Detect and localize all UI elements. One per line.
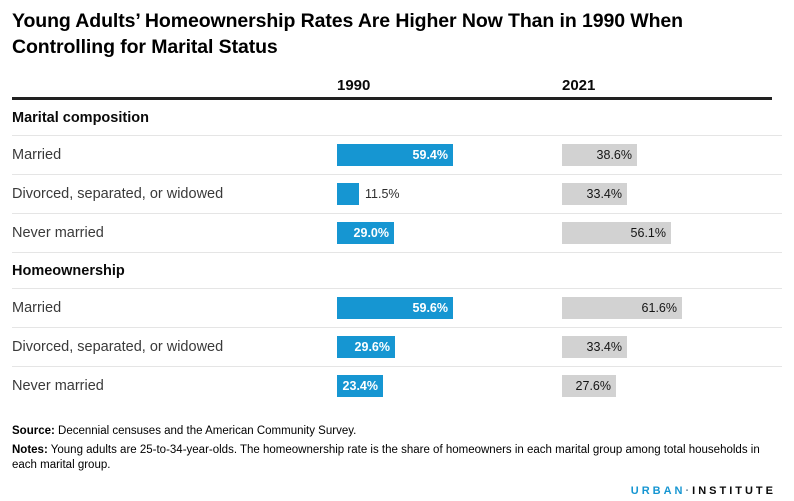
source-label: Source: <box>12 425 55 437</box>
source-text: Decennial censuses and the American Comm… <box>54 425 357 437</box>
header-rule <box>12 97 772 100</box>
bar-1990 <box>337 183 359 205</box>
logo-institute-text: INSTITUTE <box>692 485 776 497</box>
row-label: Married <box>12 147 62 163</box>
logo-separator-dot: · <box>685 485 693 497</box>
chart-title: Young Adults’ Homeownership Rates Are Hi… <box>12 8 782 60</box>
section-header-row: Marital composition <box>12 100 782 136</box>
bar-cell-2021: 38.6% <box>562 144 772 166</box>
bar-2021: 33.4% <box>562 183 627 205</box>
bar-cell-1990: 29.0% <box>337 222 562 244</box>
bar-value-label: 59.6% <box>412 301 448 315</box>
bar-value-label: 33.4% <box>586 340 622 354</box>
bar-value-label: 59.4% <box>412 148 448 162</box>
bar-cell-1990: 59.6% <box>337 297 562 319</box>
bar-value-label: 56.1% <box>630 226 666 240</box>
table-row: Divorced, separated, or widowed 11.5% 33.4… <box>12 175 782 214</box>
table-row: Never married 29.0% 56.1% <box>12 214 782 253</box>
chart-rows: Marital composition Married 59.4% 38.6% Divo… <box>12 100 782 405</box>
bar-cell-1990: 11.5% <box>337 183 562 205</box>
bar-value-label: 11.5% <box>365 187 400 201</box>
notes-label: Notes: <box>12 444 48 456</box>
table-row: Married 59.4% 38.6% <box>12 136 782 175</box>
row-label: Divorced, separated, or widowed <box>12 186 224 202</box>
row-label: Married <box>12 300 62 316</box>
notes-text: Young adults are 25-to-34-year-olds. The… <box>12 444 760 471</box>
bar-cell-2021: 56.1% <box>562 222 772 244</box>
bar-cell-1990: 59.4% <box>337 144 562 166</box>
bar-cell-2021: 27.6% <box>562 375 772 397</box>
table-row: Married 59.6% 61.6% <box>12 289 782 328</box>
section-header-label: Marital composition <box>12 109 149 126</box>
row-label: Never married <box>12 225 104 241</box>
bar-value-label: 29.0% <box>353 226 389 240</box>
bar-value-label: 27.6% <box>575 379 611 393</box>
notes-line: Notes: Young adults are 25-to-34-year-ol… <box>12 443 782 473</box>
bar-2021: 38.6% <box>562 144 637 166</box>
section-header-label: Homeownership <box>12 262 125 279</box>
bar-cell-1990: 29.6% <box>337 336 562 358</box>
bar-value-label: 29.6% <box>354 340 390 354</box>
bar-value-label: 61.6% <box>641 301 677 315</box>
chart-title-line2: Controlling for Marital Status <box>12 36 278 58</box>
bar-2021: 61.6% <box>562 297 682 319</box>
row-label: Never married <box>12 378 104 394</box>
section-header-row: Homeownership <box>12 253 782 289</box>
bar-2021: 33.4% <box>562 336 627 358</box>
row-label: Divorced, separated, or widowed <box>12 339 224 355</box>
bar-1990: 59.4% <box>337 144 453 166</box>
bar-1990: 29.0% <box>337 222 394 244</box>
column-headers: 1990 2021 <box>12 73 782 94</box>
chart-title-line1: Young Adults’ Homeownership Rates Are Hi… <box>12 10 683 32</box>
column-header-2021: 2021 <box>562 77 596 94</box>
footer: Source: Decennial censuses and the Ameri… <box>12 424 782 497</box>
table-row: Divorced, separated, or widowed 29.6% 33.4… <box>12 328 782 367</box>
bar-1990: 23.4% <box>337 375 383 397</box>
bar-cell-2021: 33.4% <box>562 183 772 205</box>
source-line: Source: Decennial censuses and the Ameri… <box>12 424 782 439</box>
column-header-1990: 1990 <box>337 77 371 94</box>
bar-1990: 29.6% <box>337 336 395 358</box>
bar-cell-2021: 61.6% <box>562 297 772 319</box>
bar-cell-1990: 23.4% <box>337 375 562 397</box>
bar-value-label: 23.4% <box>342 379 378 393</box>
urban-institute-logo: URBAN·INSTITUTE <box>12 485 782 497</box>
bar-cell-2021: 33.4% <box>562 336 772 358</box>
bar-value-label: 33.4% <box>586 187 622 201</box>
bar-2021: 27.6% <box>562 375 616 397</box>
bar-2021: 56.1% <box>562 222 671 244</box>
logo-urban-text: URBAN <box>630 485 686 497</box>
bar-1990: 59.6% <box>337 297 453 319</box>
table-row: Never married 23.4% 27.6% <box>12 367 782 405</box>
bar-value-label: 38.6% <box>596 148 632 162</box>
